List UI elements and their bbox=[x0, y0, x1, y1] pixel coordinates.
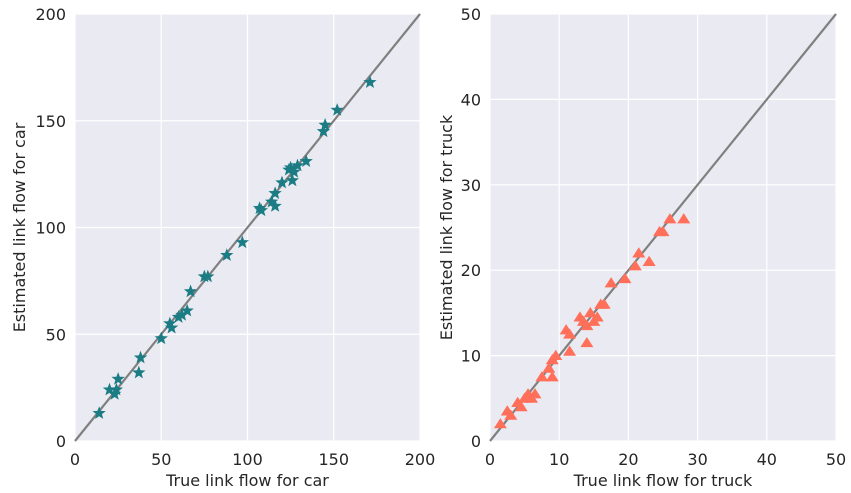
car-y-tick-label: 200 bbox=[35, 5, 66, 24]
car-y-tick-label: 50 bbox=[46, 325, 66, 344]
car-data-point bbox=[180, 303, 194, 317]
car-data-point bbox=[102, 382, 117, 396]
truck-data-point bbox=[642, 255, 656, 267]
car-data-point bbox=[252, 201, 267, 214]
truck-data-point bbox=[563, 328, 577, 339]
car-x-tick-label: 100 bbox=[232, 450, 263, 469]
car-data-point bbox=[220, 248, 234, 261]
car-data-point bbox=[254, 203, 268, 217]
car-y-tick-label: 100 bbox=[35, 219, 66, 238]
truck-data-point bbox=[604, 277, 618, 288]
car-data-point bbox=[235, 235, 249, 249]
car-data-point bbox=[92, 406, 106, 419]
car-data-point bbox=[285, 173, 300, 187]
car-y-tick-label: 150 bbox=[35, 112, 66, 131]
truck-points bbox=[493, 213, 691, 429]
truck-y-tick-label: 40 bbox=[461, 90, 481, 109]
truck-grid bbox=[489, 13, 837, 442]
car-data-point bbox=[268, 186, 282, 199]
truck-data-point bbox=[632, 247, 646, 258]
truck-data-point bbox=[528, 388, 542, 399]
truck-y-tick-label: 0 bbox=[471, 432, 481, 451]
truck-x-tick-label: 50 bbox=[826, 450, 846, 469]
car-data-point bbox=[299, 154, 313, 167]
truck-x-tick-label: 30 bbox=[687, 450, 707, 469]
truck-tick-labels: 0 10 20 30 40 50 0 10 20 30 40 50 bbox=[461, 5, 847, 469]
truck-y-tick-label: 20 bbox=[461, 261, 481, 280]
truck-data-point bbox=[549, 349, 563, 360]
car-data-point bbox=[163, 316, 177, 330]
car-data-point bbox=[318, 118, 332, 131]
truck-data-point bbox=[514, 400, 528, 412]
truck-data-point bbox=[618, 272, 632, 284]
truck-data-point bbox=[656, 225, 670, 237]
truck-data-point bbox=[628, 260, 642, 271]
car-data-point bbox=[316, 124, 331, 138]
truck-y-axis-label: Estimated link flow for truck bbox=[437, 114, 456, 340]
car-data-point bbox=[363, 75, 377, 88]
truck-x-tick-label: 40 bbox=[757, 450, 777, 469]
car-data-point bbox=[283, 160, 298, 174]
car-data-point bbox=[175, 308, 189, 321]
truck-x-tick-label: 20 bbox=[618, 450, 638, 469]
truck-data-point bbox=[583, 307, 597, 318]
car-scatter-panel: 0 50 100 150 200 0 50 100 150 200 True link flow … bbox=[10, 5, 435, 490]
car-points bbox=[92, 75, 377, 419]
car-y-axis-label: Estimated link flow for car bbox=[10, 122, 29, 332]
truck-data-point bbox=[677, 213, 691, 224]
car-tick-labels: 0 50 100 150 200 0 50 100 150 200 bbox=[35, 5, 435, 469]
car-data-point bbox=[111, 372, 125, 385]
car-x-axis-label: True link flow for car bbox=[165, 471, 329, 490]
truck-data-point bbox=[563, 345, 577, 356]
truck-y-tick-label: 10 bbox=[461, 347, 481, 366]
car-data-point bbox=[264, 194, 279, 208]
car-data-point bbox=[133, 350, 148, 364]
car-data-point bbox=[330, 103, 344, 116]
truck-data-point bbox=[580, 336, 594, 348]
truck-data-point bbox=[590, 311, 604, 322]
car-data-point bbox=[109, 382, 124, 396]
truck-scatter-panel: 0 10 20 30 40 50 0 10 20 30 40 50 True link flow fo… bbox=[437, 5, 846, 490]
truck-x-tick-label: 0 bbox=[485, 450, 495, 469]
truck-x-axis-label: True link flow for truck bbox=[573, 471, 753, 490]
car-x-tick-label: 0 bbox=[70, 450, 80, 469]
truck-x-tick-label: 10 bbox=[549, 450, 569, 469]
truck-data-point bbox=[597, 298, 611, 309]
car-x-tick-label: 50 bbox=[151, 450, 171, 469]
truck-data-point bbox=[580, 319, 594, 331]
car-data-point bbox=[201, 269, 215, 283]
truck-y-tick-label: 50 bbox=[461, 5, 481, 24]
car-data-point bbox=[287, 164, 301, 178]
car-x-tick-label: 200 bbox=[405, 450, 436, 469]
truck-data-point bbox=[504, 409, 518, 420]
truck-data-point bbox=[493, 418, 507, 429]
truck-data-point bbox=[663, 213, 677, 224]
car-data-point bbox=[154, 331, 168, 345]
truck-data-point bbox=[545, 371, 559, 382]
truck-y-tick-label: 30 bbox=[461, 176, 481, 195]
car-data-point bbox=[164, 320, 179, 334]
car-reference-line bbox=[74, 13, 421, 442]
car-data-point bbox=[132, 365, 146, 379]
car-data-point bbox=[275, 175, 289, 189]
car-data-point bbox=[268, 199, 282, 212]
truck-data-point bbox=[535, 371, 549, 382]
truck-data-point bbox=[542, 362, 556, 373]
car-y-tick-label: 0 bbox=[56, 432, 66, 451]
car-data-point bbox=[171, 310, 186, 323]
car-x-tick-label: 150 bbox=[318, 450, 349, 469]
car-data-point bbox=[290, 158, 305, 172]
car-data-point bbox=[183, 284, 198, 298]
